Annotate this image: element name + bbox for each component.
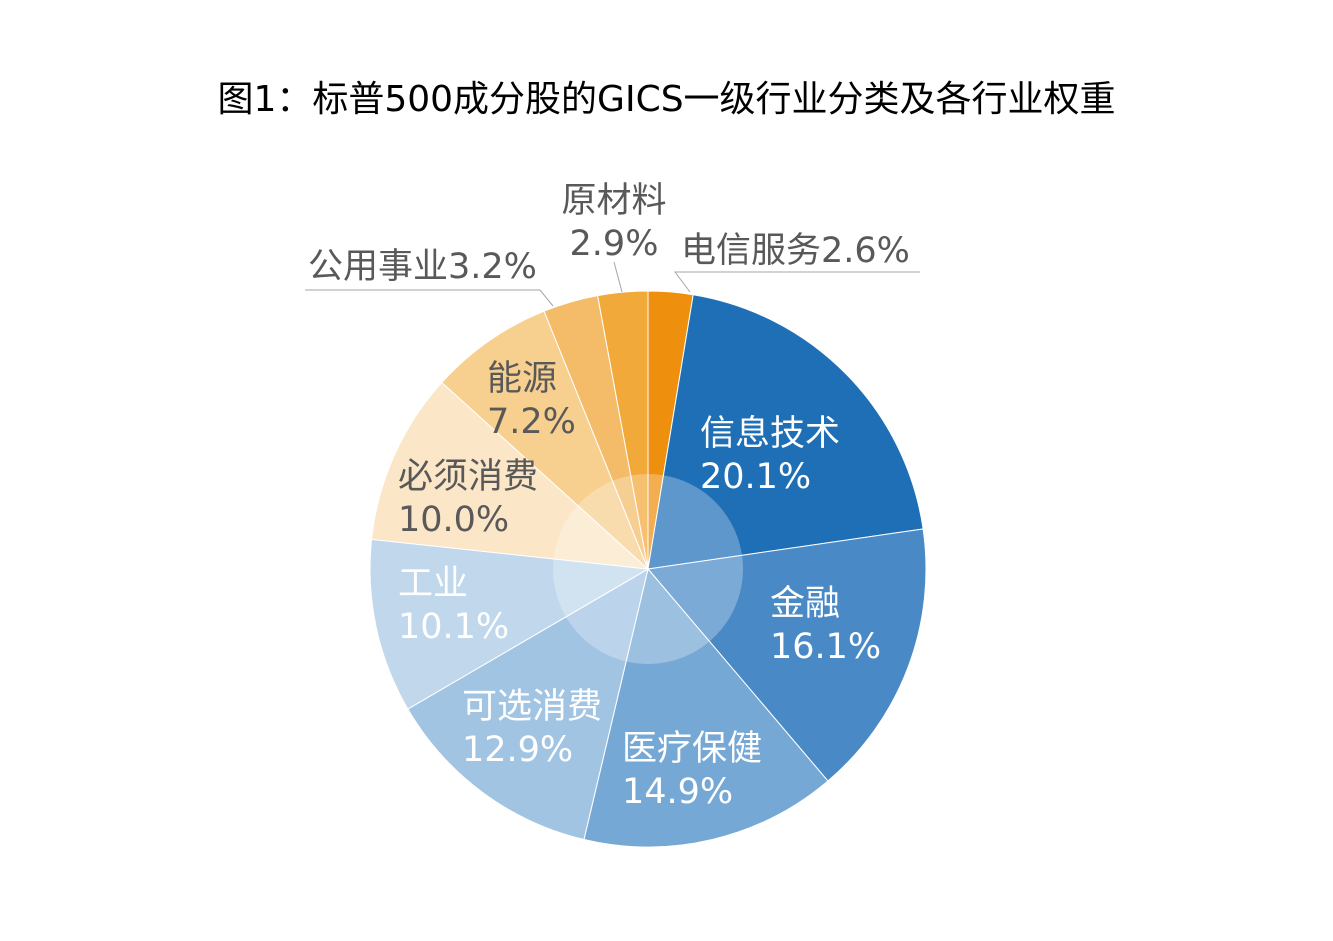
slice-label: 公用事业3.2% (308, 247, 537, 287)
slice-value: 14.9% (622, 772, 733, 812)
leader-line (674, 271, 920, 293)
slice-name: 医疗保健 (622, 729, 762, 769)
chart-title: 图1：标普500成分股的GICS一级行业分类及各行业权重 (217, 79, 1116, 120)
slice-label: 信息技术 20.1% (700, 414, 840, 497)
slice-value: 2.9% (570, 224, 659, 264)
pie-slice (369, 538, 650, 710)
slice-value: 10.1% (398, 607, 509, 647)
slice-label: 原材料 2.9% (561, 181, 666, 264)
slice-value: 12.9% (462, 730, 573, 770)
pie-slice (441, 310, 649, 570)
pie-slice (371, 381, 650, 570)
slice-label: 必须消费 10.0% (398, 457, 538, 540)
pie-center-highlight (553, 474, 743, 664)
pie-slice (647, 528, 927, 782)
pie-slice (597, 290, 649, 570)
slice-name: 必须消费 (398, 457, 538, 497)
slice-value: 7.2% (487, 402, 576, 442)
slice-label: 金融 16.1% (770, 584, 881, 667)
pie-slice (407, 567, 649, 841)
slice-name: 原材料 (561, 181, 666, 221)
slice-name: 可选消费 (462, 687, 602, 727)
slice-name: 能源 (487, 359, 557, 399)
slice-name: 工业 (398, 564, 468, 604)
leader-line (305, 289, 554, 307)
slice-label: 医疗保健 14.9% (622, 729, 762, 812)
slice-label: 能源 7.2% (487, 359, 576, 442)
slice-label: 工业 10.1% (398, 564, 509, 647)
slice-label: 可选消费 12.9% (462, 687, 602, 770)
slice-value: 16.1% (770, 627, 881, 667)
pie-slice (647, 294, 924, 570)
slice-name: 信息技术 (700, 414, 840, 454)
slice-label: 电信服务2.6% (681, 231, 910, 271)
slice-value: 20.1% (700, 457, 811, 497)
slice-value: 10.0% (398, 500, 509, 540)
pie-slice (583, 567, 829, 848)
leader-line (613, 261, 623, 293)
slice-name: 金融 (770, 584, 840, 624)
